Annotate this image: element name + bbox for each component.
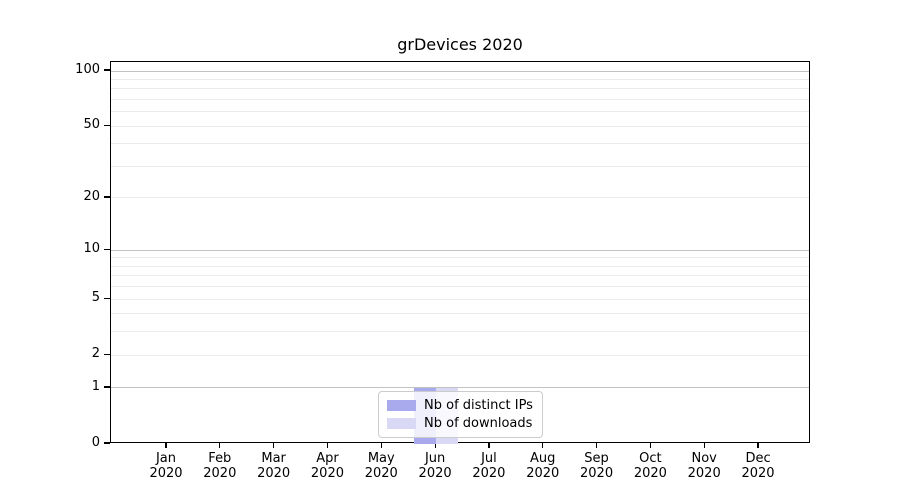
gridline-minor (111, 88, 809, 90)
x-tick-mark (703, 443, 705, 448)
x-tick-mark (273, 443, 275, 448)
x-tick-month: Jan (155, 451, 177, 466)
x-tick-mark (326, 443, 329, 448)
gridline-minor (111, 275, 809, 277)
gridline-minor (111, 331, 809, 333)
x-tick-year: 2020 (203, 466, 237, 481)
x-tick-month: Dec (745, 451, 771, 466)
x-tick-month: Jun (424, 451, 446, 466)
y-tick-mark (104, 386, 110, 388)
y-tick-label: 0 (91, 435, 100, 450)
x-tick-label: Aug 2020 (516, 451, 570, 481)
x-tick-mark (434, 443, 436, 448)
x-tick-month: Sep (584, 451, 609, 466)
x-tick-label: Jan 2020 (139, 451, 193, 481)
gridline-minor (111, 257, 809, 259)
x-tick-label: Mar 2020 (247, 451, 301, 481)
x-tick-year: 2020 (149, 466, 183, 481)
x-tick-month: Aug (530, 451, 556, 466)
gridline-minor (111, 78, 809, 80)
x-tick-month: Nov (691, 451, 717, 466)
x-tick-label: Apr 2020 (300, 451, 354, 481)
gridline-minor (111, 99, 809, 101)
chart-title: grDevices 2020 (397, 35, 523, 54)
x-tick-month: Oct (639, 451, 662, 466)
legend-item-distinct-ips: Nb of distinct IPs (387, 398, 534, 413)
x-tick-year: 2020 (526, 466, 560, 481)
x-tick-label: Jul 2020 (462, 451, 516, 481)
x-tick-month: May (367, 451, 395, 466)
x-tick-month: Jul (481, 451, 497, 466)
y-tick-label: 10 (83, 241, 100, 257)
gridline-minor (111, 197, 809, 199)
gridline-major (111, 70, 809, 72)
x-tick-year: 2020 (418, 466, 452, 481)
x-tick-label: Oct 2020 (623, 451, 677, 481)
x-tick-mark (165, 443, 167, 448)
x-tick-month: Apr (316, 451, 339, 466)
x-tick-mark (542, 443, 544, 448)
x-tick-year: 2020 (687, 466, 721, 481)
x-tick-mark (757, 443, 759, 448)
x-tick-mark (219, 443, 221, 448)
legend-item-downloads: Nb of downloads (387, 416, 534, 431)
distinct-ips-swatch-icon (387, 400, 416, 411)
gridline-minor (111, 125, 809, 127)
x-tick-label: Dec 2020 (731, 451, 785, 481)
x-tick-year: 2020 (364, 466, 398, 481)
gridline-minor (111, 286, 809, 288)
x-tick-year: 2020 (310, 466, 344, 481)
x-tick-mark (649, 443, 651, 448)
gridline-major (111, 387, 809, 389)
legend-label-distinct-ips: Nb of distinct IPs (424, 398, 533, 413)
x-tick-mark (488, 443, 490, 448)
y-tick-mark (104, 297, 110, 299)
x-tick-mark (595, 443, 598, 448)
y-tick-label: 20 (83, 188, 100, 204)
gridline-minor (111, 313, 809, 315)
y-tick-label: 1 (91, 378, 100, 394)
gridline-minor (111, 298, 809, 300)
plot-area (110, 61, 810, 444)
gridline-minor (111, 166, 809, 167)
gridline-minor (111, 354, 809, 356)
y-tick-mark (104, 196, 110, 198)
y-tick-mark (104, 124, 110, 126)
downloads-swatch-icon (387, 418, 416, 429)
gridline-major (111, 249, 809, 251)
y-tick-mark (104, 353, 110, 355)
x-tick-year: 2020 (580, 466, 614, 481)
y-tick-label: 100 (75, 62, 100, 78)
gridline-minor (111, 111, 809, 113)
x-tick-label: Sep 2020 (570, 451, 624, 481)
gridline-minor (111, 143, 809, 145)
x-tick-year: 2020 (633, 466, 667, 481)
y-tick-label: 50 (83, 117, 100, 133)
x-tick-year: 2020 (257, 466, 291, 481)
x-tick-month: Feb (208, 451, 232, 466)
legend: Nb of distinct IPs Nb of downloads (378, 391, 543, 438)
x-tick-month: Mar (261, 451, 286, 466)
y-tick-mark (104, 442, 110, 444)
legend-label-downloads: Nb of downloads (424, 416, 533, 431)
x-tick-year: 2020 (472, 466, 506, 481)
y-tick-mark (104, 69, 110, 71)
x-tick-mark (380, 443, 382, 448)
x-tick-label: Jun 2020 (408, 451, 462, 481)
gridline-minor (111, 265, 809, 267)
y-tick-label: 2 (91, 346, 100, 362)
y-tick-mark (104, 248, 110, 250)
y-tick-label: 5 (91, 290, 100, 306)
x-tick-label: Feb 2020 (193, 451, 247, 481)
x-tick-label: Nov 2020 (677, 451, 731, 481)
x-tick-label: May 2020 (354, 451, 408, 481)
x-tick-year: 2020 (741, 466, 775, 481)
